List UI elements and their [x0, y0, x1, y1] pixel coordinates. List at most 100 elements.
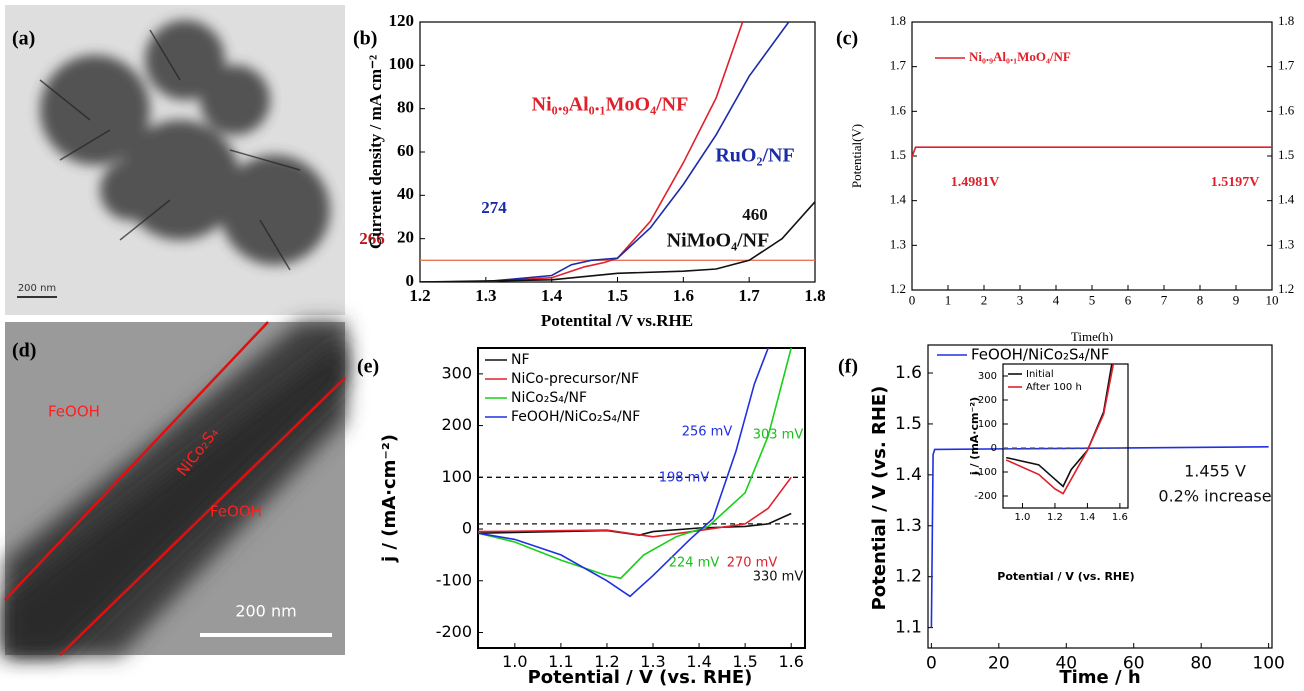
series-label: Ni₀.₉Al₀.₁MoO₄/NF: [532, 94, 689, 116]
y-tick-label: 80: [397, 98, 414, 117]
x-tick-label: 60: [1123, 653, 1145, 673]
x-tick-label: 1.7: [739, 286, 761, 305]
y-tick-label: 100: [441, 467, 472, 486]
annotation: 266: [359, 229, 385, 248]
y-tick-label: 40: [397, 184, 414, 203]
legend-label: FeOOH/NiCo₂S₄/NF: [511, 409, 640, 425]
x-tick-label: 2: [981, 293, 988, 308]
chart: 1.2 1.3 1.4 1.5 1.6 1.7 1.8 1.2 1.3 1.4 1.5 1.6 1.7 1…: [836, 13, 1295, 344]
chart: -200 -100 0 100 200 300 1.0 1.1 1.2 1.3 1.4 1.5 1.6 N…: [357, 347, 806, 688]
y-tick-label: 20: [397, 228, 414, 247]
x-tick-label: 1.2: [409, 286, 430, 305]
series-line: [420, 22, 790, 282]
x-tick-label: 0: [909, 293, 916, 308]
annotation: 1.455 V: [1184, 462, 1246, 481]
panel-label: (e): [357, 356, 379, 378]
y-tick-label: 0: [462, 519, 472, 538]
axes-frame: [927, 344, 1273, 649]
micrograph-d: FeOOH NiCo₂S₄ FeOOH 200 nm (d): [4, 321, 346, 656]
y-axis-label: Potential / V (vs. RHE): [869, 386, 890, 611]
y-tick-label: 1.2: [895, 567, 922, 587]
y2-tick-label: 1.3: [1278, 236, 1294, 251]
annotation: 274: [481, 198, 507, 217]
legend-label: NiCo₂S₄/NF: [511, 390, 587, 406]
x-tick-label: 1.3: [640, 652, 665, 671]
axes-frame: [477, 347, 806, 649]
series-label: NiMoO₄/NF: [667, 230, 770, 252]
axes-frame: [419, 21, 816, 283]
chart: 1.1 1.2 1.3 1.4 1.5 1.6 0 20 40 60 80 100 FeOOH/NiCo…: [838, 341, 1285, 691]
y-tick-label: 1.5: [890, 147, 906, 162]
chart: 0 20 40 60 80 100 120 1.2 1.3 1.4 1.5 1.6 1.7 1.8 Ni₀.…: [353, 11, 826, 330]
series-line: [930, 446, 1269, 628]
y-tick-label: 1.3: [895, 516, 922, 536]
x-tick-label: 1.4: [541, 286, 563, 305]
y-tick-label: 200: [441, 415, 472, 434]
y-tick-label: 200: [978, 395, 997, 406]
y-tick-label: 60: [397, 141, 414, 160]
y2-tick-label: 1.7: [1278, 58, 1295, 73]
x-tick-label: 1.2: [594, 652, 619, 671]
scale-label: 200 nm: [235, 602, 296, 621]
x-tick-label: 40: [1055, 653, 1077, 673]
axes-frame: [911, 21, 1273, 291]
y-tick-label: 100: [978, 419, 997, 430]
plot-area: [478, 348, 792, 598]
series-line: [478, 348, 769, 598]
x-tick-label: 1.2: [1047, 512, 1063, 523]
series-label: RuO₂/NF: [715, 145, 794, 167]
y2-tick-label: 1.2: [1278, 281, 1294, 296]
x-tick-label: 0: [926, 653, 937, 673]
legend-label: Ni₀.₉Al₀.₁MoO₄/NF: [969, 49, 1071, 64]
y-axis-label: j / (mA·cm⁻²): [968, 397, 981, 476]
x-tick-label: 1.3: [475, 286, 496, 305]
plot-area: [930, 446, 1269, 628]
plot-area: [1005, 364, 1115, 495]
chart: -200 -100 0 100 200 300 1.0 1.2 1.4 1.6 Initial Aft…: [968, 363, 1135, 583]
y-tick-label: 300: [978, 371, 997, 382]
x-tick-label: 1.6: [673, 286, 694, 305]
x-tick-label: 1.0: [1015, 512, 1031, 523]
scale-label: 200 nm: [18, 283, 56, 294]
x-tick-label: 100: [1252, 653, 1284, 673]
x-axis-label: Potentital /V vs.RHE: [541, 311, 693, 330]
x-tick-label: 20: [988, 653, 1010, 673]
legend-label: Initial: [1026, 369, 1054, 380]
y-tick-label: 1.6: [890, 102, 907, 117]
x-tick-label: 8: [1197, 293, 1204, 308]
y-tick-label: 0: [991, 443, 997, 454]
panel-label: (f): [838, 356, 858, 378]
y-tick-label: 1.5: [895, 414, 922, 434]
x-tick-label: 1: [945, 293, 952, 308]
annotation: 270 mV: [727, 556, 778, 571]
series-line: [912, 146, 1272, 158]
panel-label: (a): [12, 28, 35, 50]
y-tick-label: 1.4: [895, 465, 922, 485]
x-tick-label: 1.1: [548, 652, 573, 671]
legend-label: NiCo-precursor/NF: [511, 371, 639, 387]
y-tick-label: -100: [436, 570, 472, 589]
x-tick-label: 1.6: [778, 652, 803, 671]
axes-frame: [1002, 363, 1129, 509]
x-tick-label: 1.5: [732, 652, 757, 671]
legend-label: After 100 h: [1026, 382, 1082, 393]
annotation: 1.5197V: [1211, 175, 1260, 190]
x-tick-label: 1.0: [502, 652, 527, 671]
annotation: 256 mV: [682, 425, 733, 440]
y-tick-label: 1.3: [890, 236, 906, 251]
x-axis-label: Time / h: [1059, 667, 1140, 688]
x-tick-label: 5: [1089, 293, 1096, 308]
x-tick-label: 4: [1053, 293, 1060, 308]
series-line: [1006, 364, 1113, 488]
plot-area: [912, 146, 1272, 158]
annotation: 460: [742, 205, 768, 224]
y-tick-label: 0: [406, 271, 415, 290]
panel-label: (b): [353, 28, 377, 50]
y-tick-label: 1.1: [895, 618, 922, 638]
y2-tick-label: 1.6: [1278, 102, 1295, 117]
region-label: FeOOH: [210, 503, 262, 521]
annotation: 1.4981V: [951, 175, 1000, 190]
y2-tick-label: 1.8: [1278, 13, 1294, 28]
y2-tick-label: 1.5: [1278, 147, 1294, 162]
